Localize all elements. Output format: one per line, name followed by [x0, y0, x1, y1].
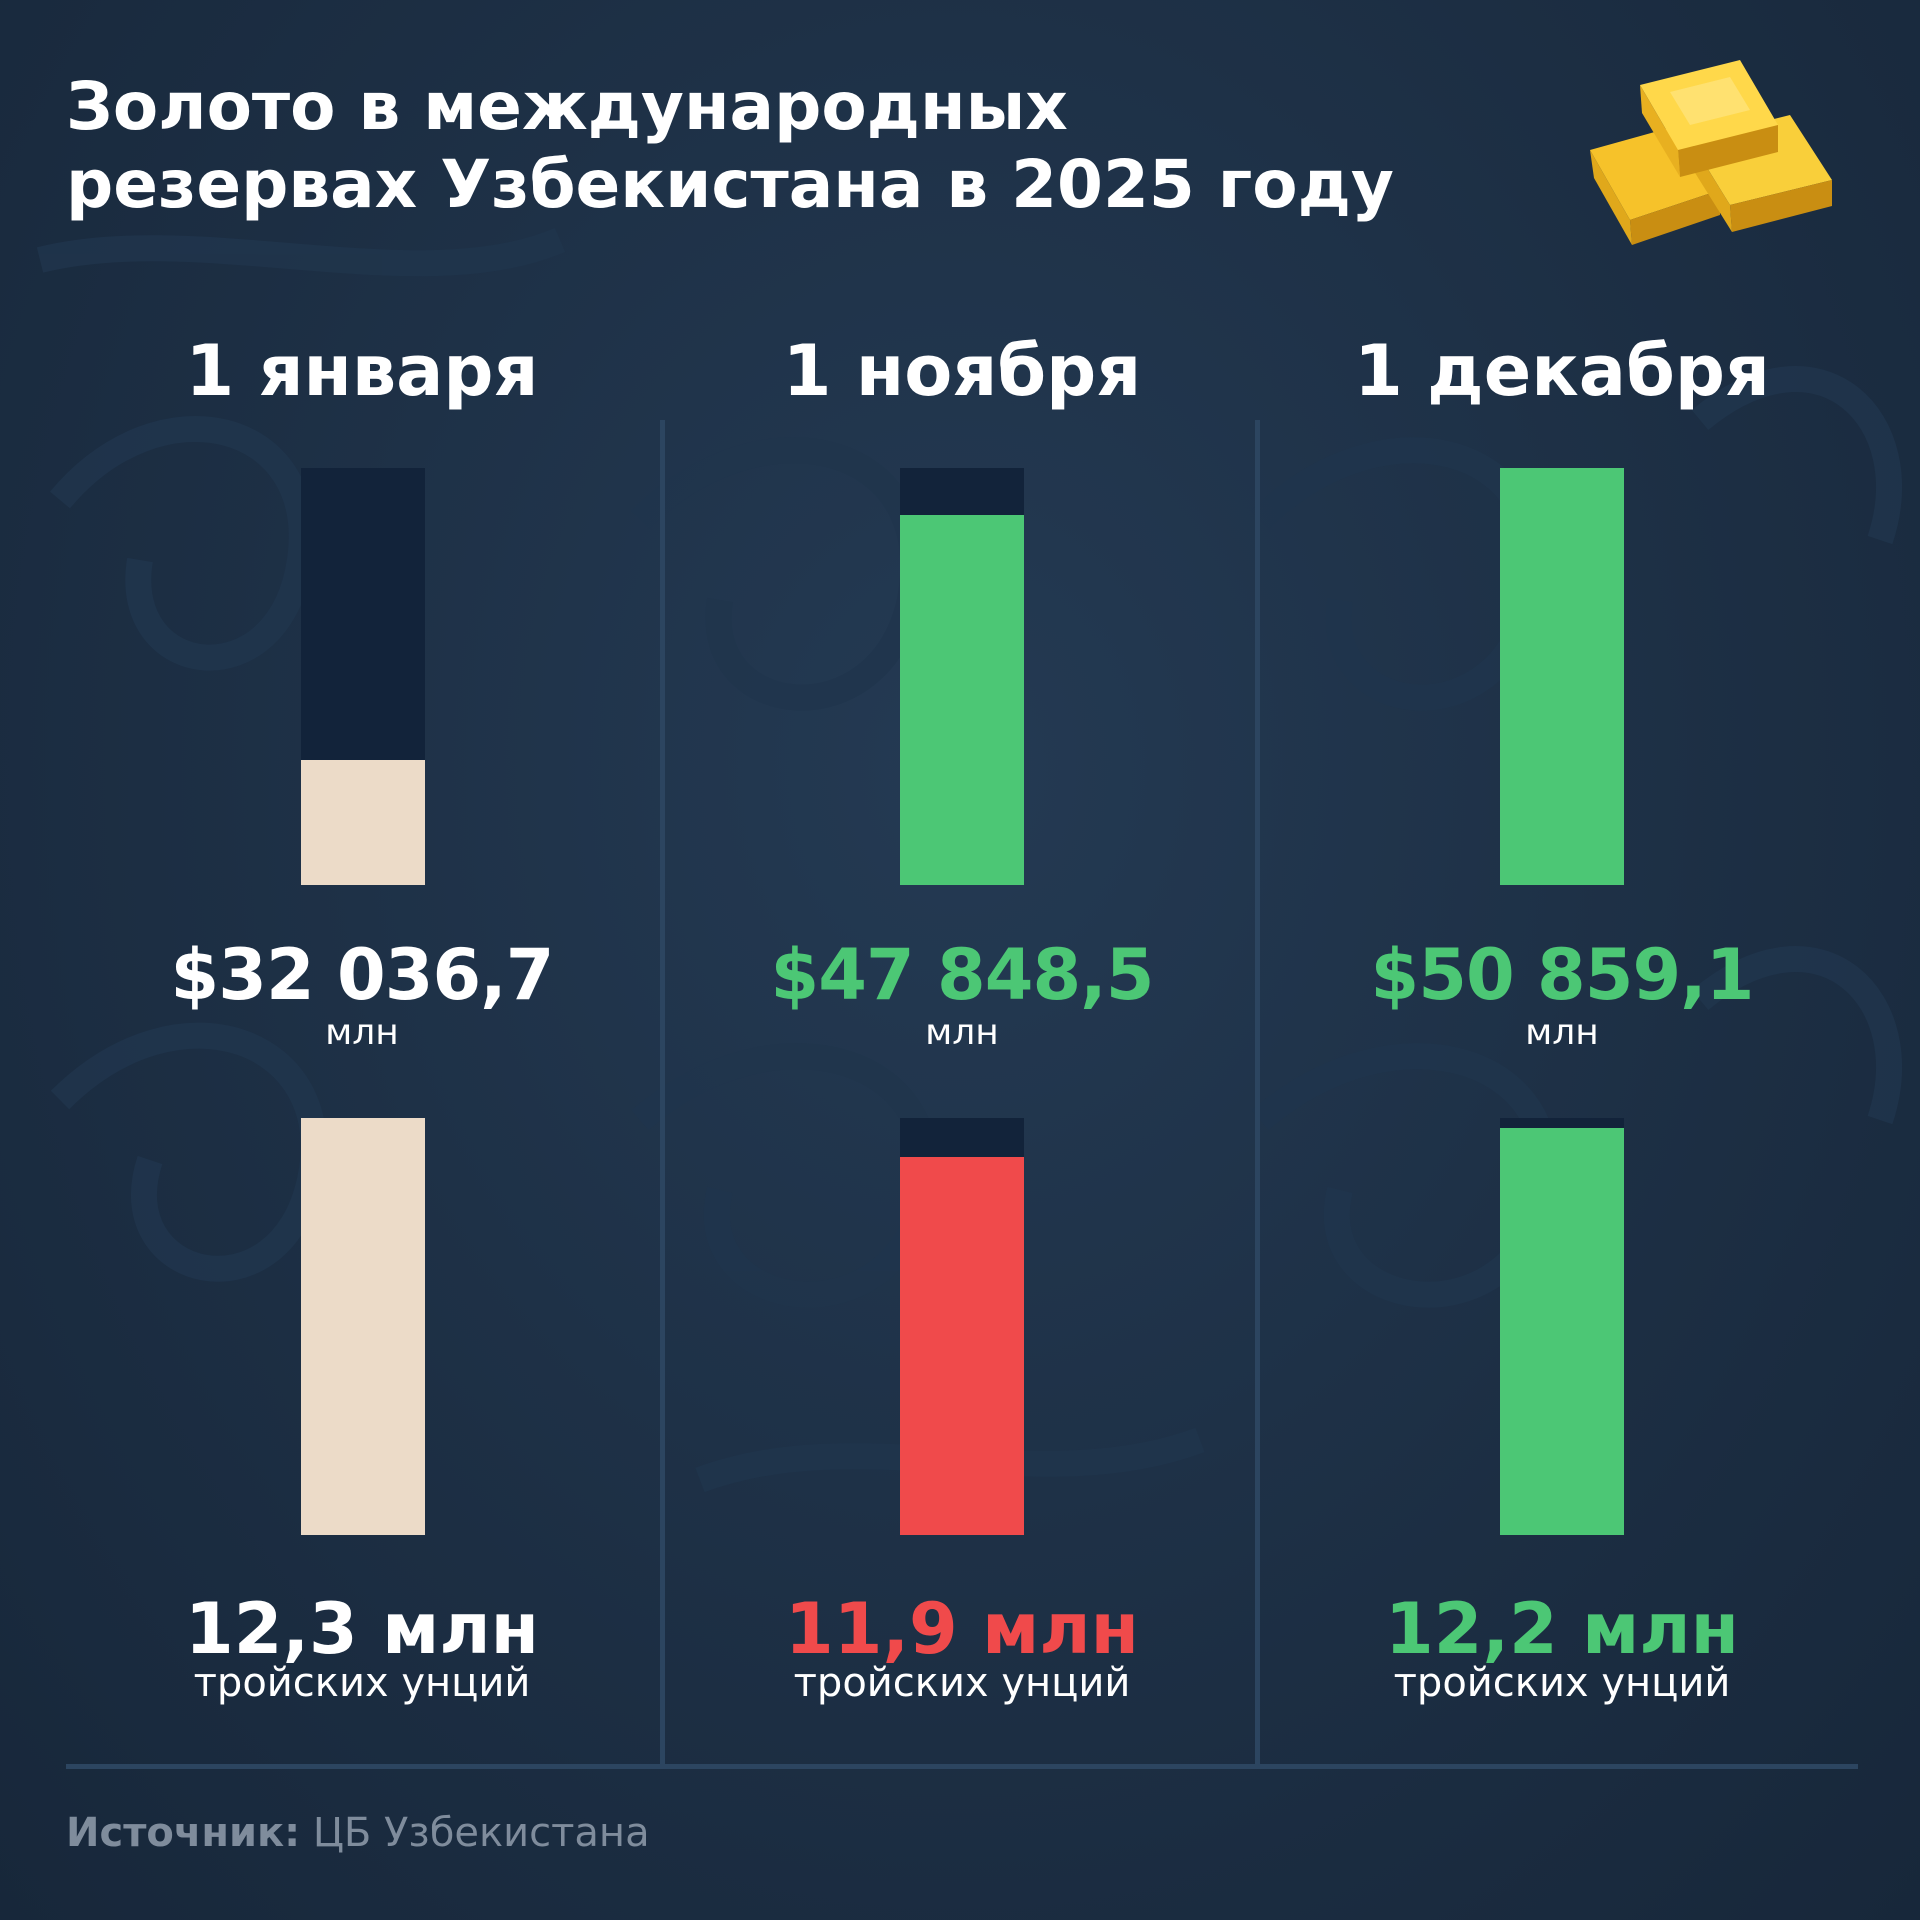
- usd-value-label-1: $47 848,5: [770, 934, 1155, 1016]
- title-line-2: резервах Узбекистана в 2025 году: [66, 146, 1394, 223]
- category-label-1: 1 ноября: [782, 330, 1142, 412]
- oz-bar-0: [301, 1118, 425, 1535]
- usd-bar-0: [301, 760, 425, 885]
- category-label-2: 1 декабря: [1354, 330, 1770, 412]
- usd-unit-label-2: млн: [1525, 1012, 1599, 1053]
- usd-bar-track-1: [900, 468, 1024, 885]
- footer-divider: [66, 1764, 1858, 1769]
- usd-bar-2: [1500, 468, 1624, 885]
- column-divider-2: [1255, 420, 1260, 1765]
- usd-unit-label-0: млн: [325, 1012, 399, 1053]
- oz-unit-label-0: тройских унций: [193, 1660, 531, 1706]
- title-line-1: Золото в международных: [66, 68, 1068, 145]
- oz-value-label-1: 11,9 млн: [785, 1588, 1139, 1670]
- chart-title: Золото в международных резервах Узбекист…: [66, 68, 1466, 224]
- usd-bar-track-2: [1500, 468, 1624, 885]
- oz-bar-2: [1500, 1128, 1624, 1535]
- usd-unit-label-1: млн: [925, 1012, 999, 1053]
- usd-bar-1: [900, 515, 1024, 885]
- usd-bar-track-0: [301, 468, 425, 885]
- usd-value-label-2: $50 859,1: [1370, 934, 1755, 1016]
- gold-bars-icon: [1590, 60, 1832, 245]
- oz-value-label-2: 12,2 млн: [1385, 1588, 1739, 1670]
- category-label-0: 1 января: [185, 330, 539, 412]
- usd-value-label-0: $32 036,7: [170, 934, 555, 1016]
- column-divider-1: [660, 420, 665, 1765]
- oz-unit-label-2: тройских унций: [1393, 1660, 1731, 1706]
- oz-bar-track-1: [900, 1118, 1024, 1535]
- oz-bar-track-2: [1500, 1118, 1624, 1535]
- source-note: Источник: ЦБ Узбекистана: [66, 1810, 650, 1856]
- source-label: Источник:: [66, 1810, 301, 1856]
- oz-unit-label-1: тройских унций: [793, 1660, 1131, 1706]
- oz-bar-track-0: [301, 1118, 425, 1535]
- oz-value-label-0: 12,3 млн: [185, 1588, 539, 1670]
- oz-bar-1: [900, 1157, 1024, 1535]
- source-text: ЦБ Узбекистана: [300, 1810, 650, 1856]
